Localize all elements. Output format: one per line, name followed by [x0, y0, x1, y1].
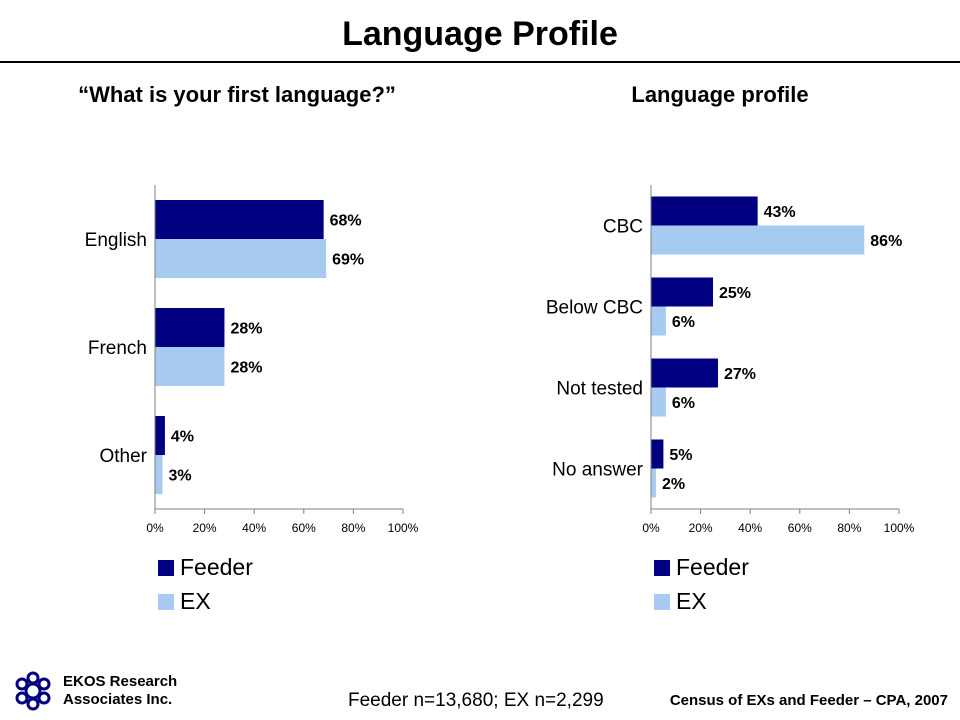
- category-label-other: Other: [99, 446, 147, 467]
- data-label-ex-french: 28%: [230, 360, 262, 377]
- data-label-feeder-english: 68%: [330, 213, 362, 230]
- legend-label-ex: EX: [180, 588, 211, 614]
- bar-feeder-other: [155, 416, 165, 455]
- category-label-cbc: CBC: [603, 217, 643, 238]
- x-tick-label: 60%: [788, 521, 812, 535]
- legend-label-feeder: Feeder: [676, 554, 749, 580]
- bar-ex-below-cbc: [651, 306, 666, 336]
- category-label-french: French: [88, 338, 147, 359]
- x-tick-label: 0%: [642, 521, 660, 535]
- company-name-line2: Associates Inc.: [63, 691, 173, 708]
- legend-language-profile: Feeder EX: [654, 552, 814, 622]
- x-tick-label: 0%: [146, 521, 164, 535]
- bar-ex-not-tested: [651, 387, 666, 417]
- x-tick-label: 60%: [292, 521, 316, 535]
- data-label-ex-english: 69%: [332, 252, 364, 269]
- chart-title-first-language: “What is your first language?”: [78, 82, 396, 107]
- category-label-not-tested: Not tested: [556, 379, 643, 400]
- data-label-ex-other: 3%: [168, 468, 191, 485]
- x-tick-label: 100%: [388, 521, 419, 535]
- company-name: EKOS Research Associates Inc.: [63, 673, 177, 709]
- legend-first-language: Feeder EX: [158, 552, 318, 622]
- bar-ex-french: [155, 347, 225, 386]
- sample-size-note: Feeder n=13,680; EX n=2,299: [348, 690, 604, 711]
- data-label-ex-cbc: 86%: [870, 233, 902, 250]
- company-name-line1: EKOS Research: [63, 673, 178, 690]
- bar-feeder-not-tested: [651, 358, 718, 388]
- data-label-feeder-not-tested: 27%: [724, 366, 756, 383]
- x-tick-label: 100%: [884, 521, 915, 535]
- data-label-feeder-cbc: 43%: [764, 204, 796, 221]
- data-label-feeder-no-answer: 5%: [669, 447, 692, 464]
- bar-feeder-below-cbc: [651, 277, 713, 307]
- bar-feeder-english: [155, 200, 324, 239]
- source-note: Census of EXs and Feeder – CPA, 2007: [669, 692, 948, 709]
- category-label-english: English: [85, 230, 147, 251]
- data-label-ex-no-answer: 2%: [662, 476, 685, 493]
- ekos-knot-logo-icon: [15, 671, 51, 711]
- legend-swatch-ex: [654, 594, 670, 610]
- legend-label-ex: EX: [676, 588, 707, 614]
- category-label-no-answer: No answer: [552, 460, 643, 481]
- legend-swatch-feeder: [158, 560, 174, 576]
- bar-feeder-no-answer: [651, 439, 664, 469]
- bar-feeder-cbc: [651, 196, 758, 226]
- chart-title-language-profile: Language profile: [631, 82, 809, 107]
- x-tick-label: 80%: [341, 521, 365, 535]
- bar-ex-other: [155, 455, 163, 494]
- bar-ex-no-answer: [651, 468, 656, 498]
- data-label-feeder-other: 4%: [171, 429, 194, 446]
- legend-swatch-ex: [158, 594, 174, 610]
- data-label-feeder-french: 28%: [230, 321, 262, 338]
- legend-swatch-feeder: [654, 560, 670, 576]
- title-divider: [0, 61, 960, 63]
- x-tick-label: 20%: [689, 521, 713, 535]
- category-label-below-cbc: Below CBC: [546, 298, 643, 319]
- x-tick-label: 40%: [738, 521, 762, 535]
- page-title: Language Profile: [342, 15, 618, 53]
- bar-ex-english: [155, 239, 327, 278]
- bar-feeder-french: [155, 308, 225, 347]
- x-tick-label: 20%: [193, 521, 217, 535]
- legend-label-feeder: Feeder: [180, 554, 253, 580]
- data-label-feeder-below-cbc: 25%: [719, 285, 751, 302]
- x-tick-label: 80%: [837, 521, 861, 535]
- x-tick-label: 40%: [242, 521, 266, 535]
- bar-ex-cbc: [651, 225, 865, 255]
- data-label-ex-below-cbc: 6%: [672, 314, 695, 331]
- data-label-ex-not-tested: 6%: [672, 395, 695, 412]
